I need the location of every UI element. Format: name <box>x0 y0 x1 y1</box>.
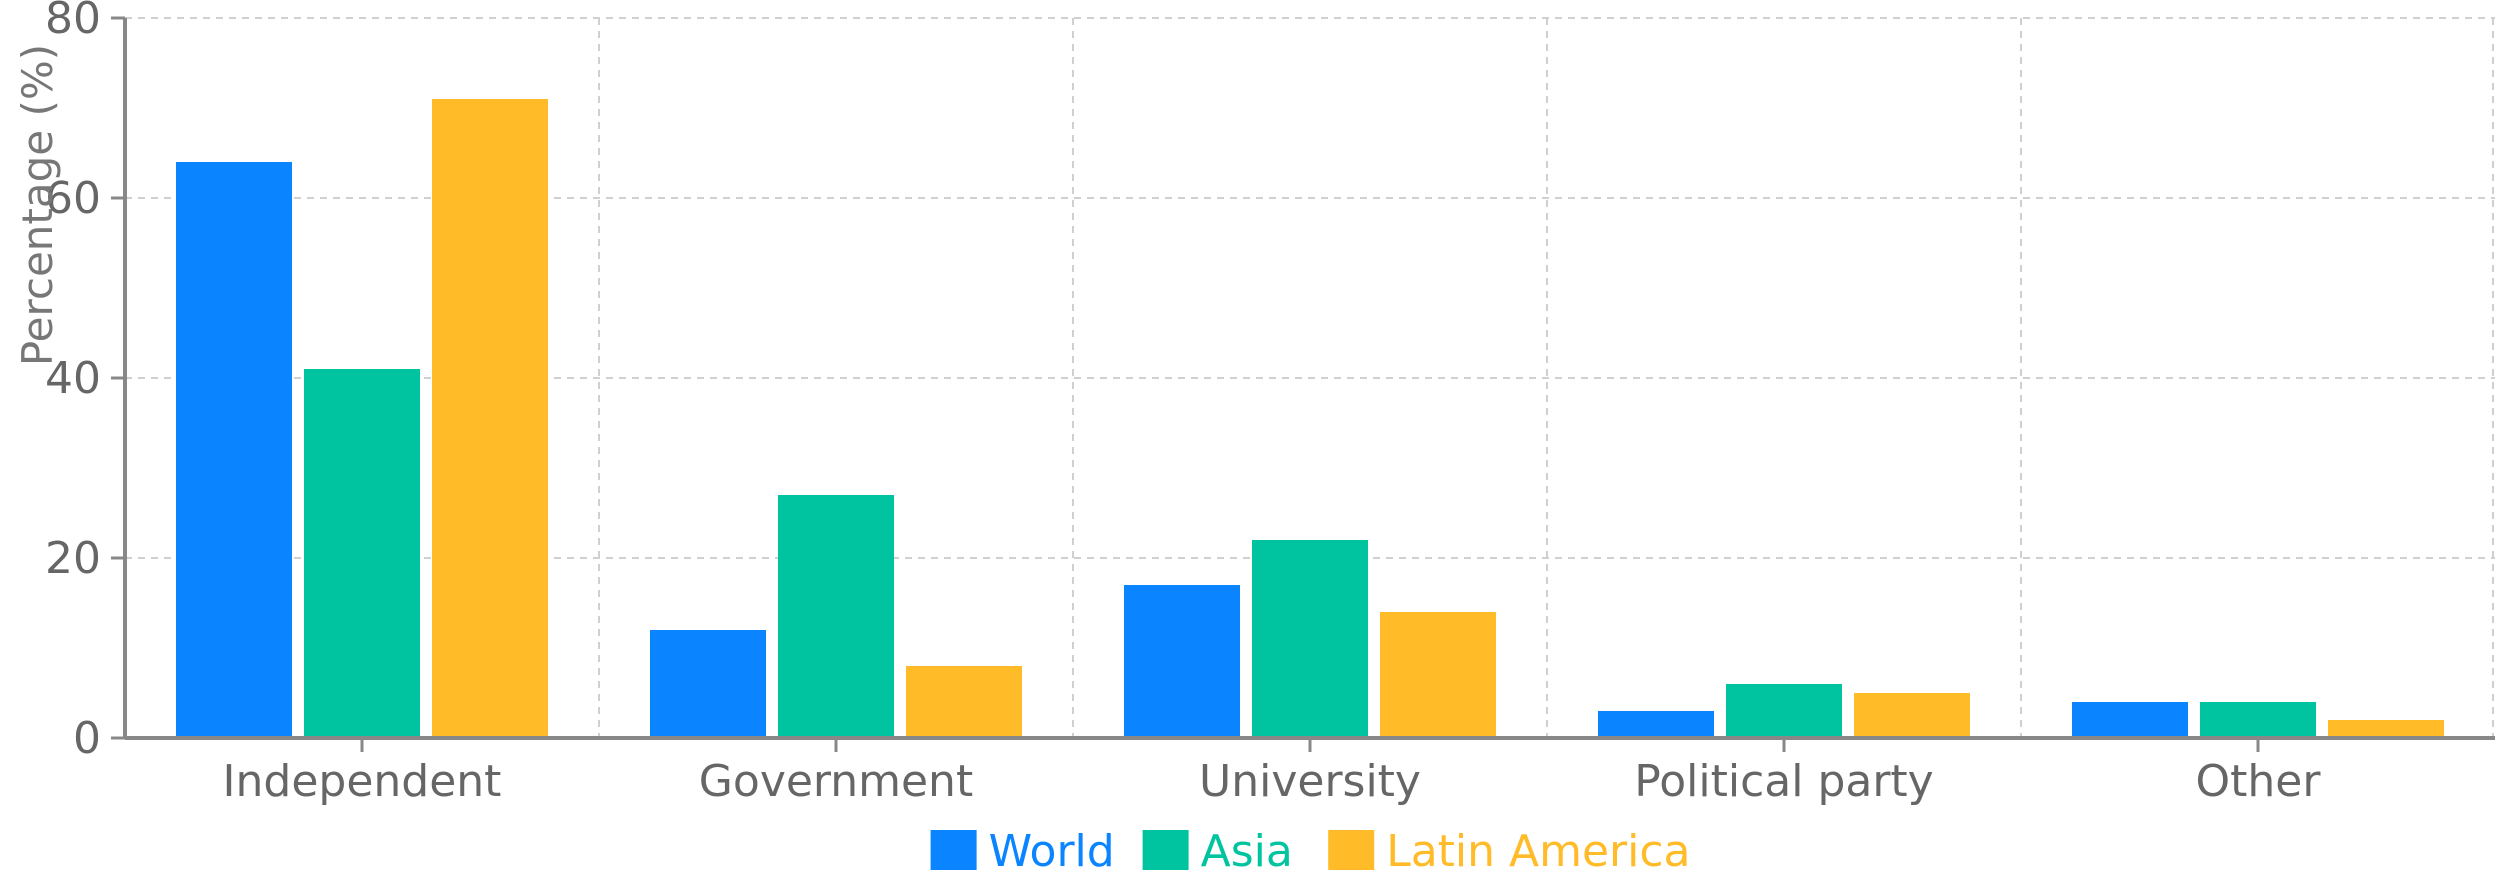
bar-asia-independent <box>304 369 420 738</box>
legend-label-latin-america: Latin America <box>1386 826 1690 877</box>
legend-item-world[interactable]: World <box>930 826 1115 877</box>
bar-world-political-party <box>1598 711 1714 738</box>
x-tick-label: Government <box>699 756 973 807</box>
y-tick-label: 0 <box>73 713 101 764</box>
bar-latin-america-independent <box>432 99 548 738</box>
y-axis-ticks: 0 20 40 60 80 <box>45 0 125 764</box>
legend-swatch-world <box>930 830 977 870</box>
x-tick-label: Independent <box>223 756 502 807</box>
x-tick-label: Other <box>2196 756 2322 807</box>
bar-world-university <box>1124 585 1240 738</box>
bar-latin-america-university <box>1380 612 1496 738</box>
y-tick-label: 80 <box>45 0 101 44</box>
legend-swatch-latin-america <box>1328 830 1375 870</box>
legend-item-asia[interactable]: Asia <box>1142 826 1293 877</box>
bar-world-other <box>2072 702 2188 738</box>
y-tick-label: 60 <box>45 173 101 224</box>
legend: World Asia Latin America <box>930 826 1691 877</box>
y-tick-label: 40 <box>45 353 101 404</box>
bar-world-government <box>650 630 766 738</box>
y-axis-title: Percentage (%) <box>13 44 62 366</box>
bar-asia-university <box>1252 540 1368 738</box>
x-tick-label: Political party <box>1634 756 1933 807</box>
x-tick-label: University <box>1199 756 1421 807</box>
bar-latin-america-political-party <box>1854 693 1970 738</box>
bars <box>176 99 2444 738</box>
bar-latin-america-government <box>906 666 1022 738</box>
legend-item-latin-america[interactable]: Latin America <box>1328 826 1691 877</box>
legend-label-world: World <box>989 826 1115 877</box>
legend-swatch-asia <box>1142 830 1189 870</box>
bar-latin-america-other <box>2328 720 2444 738</box>
legend-label-asia: Asia <box>1201 826 1293 877</box>
bar-asia-other <box>2200 702 2316 738</box>
bar-asia-government <box>778 495 894 738</box>
y-tick-label: 20 <box>45 533 101 584</box>
bar-world-independent <box>176 162 292 738</box>
x-axis-ticks: Independent Government University Political… <box>223 738 2322 807</box>
bar-asia-political-party <box>1726 684 1842 738</box>
